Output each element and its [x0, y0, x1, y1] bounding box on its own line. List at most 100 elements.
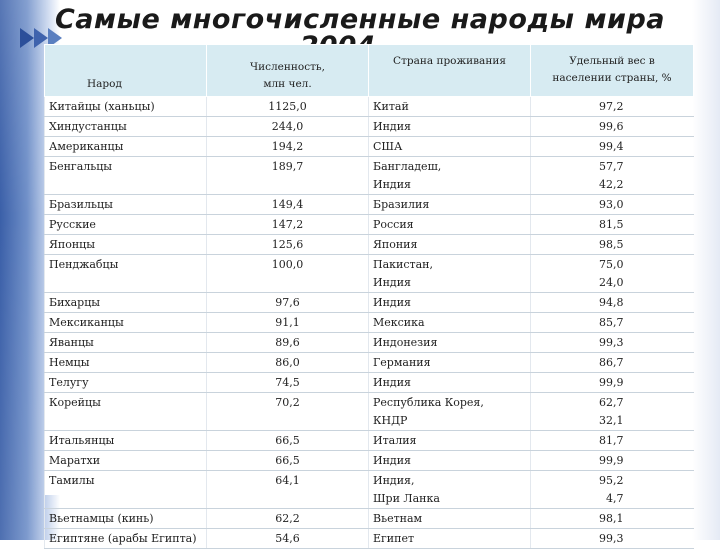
cell-country: Бангладеш, Индия — [368, 156, 531, 195]
cell-population: 89,6 — [206, 332, 369, 353]
cell-country: Индия — [368, 292, 531, 313]
cell-people: Хиндустанцы — [44, 116, 207, 137]
slide-title-year: 2004 — [300, 32, 410, 44]
cell-share: 95,2 4,7 — [530, 470, 694, 509]
cell-country: Китай — [368, 96, 531, 117]
cell-people: Тамилы — [44, 470, 207, 509]
peoples-table: Народ Численность, млн чел. Страна прожи… — [44, 44, 694, 549]
table-header-row: Народ Численность, млн чел. Страна прожи… — [44, 44, 694, 97]
table-row: Русские 147,2 Россия 81,5 — [44, 214, 694, 235]
table-row: Итальянцы 66,5 Италия 81,7 — [44, 430, 694, 451]
cell-country: Япония — [368, 234, 531, 255]
cell-country: Вьетнам — [368, 508, 531, 529]
table-row: Бенгальцы 189,7 Бангладеш, Индия 57,7 42,2 — [44, 156, 694, 195]
cell-population: 74,5 — [206, 372, 369, 393]
table-body: Китайцы (ханьцы) 1125,0 Китай 97,2 Хиндустан… — [44, 96, 694, 549]
cell-population: 62,2 — [206, 508, 369, 529]
cell-share: 62,7 32,1 — [530, 392, 694, 431]
cell-share: 94,8 — [530, 292, 694, 313]
cell-people: Телугу — [44, 372, 207, 393]
cell-share: 97,2 — [530, 96, 694, 117]
cell-share: 86,7 — [530, 352, 694, 373]
table-row: Немцы 86,0 Германия 86,7 — [44, 352, 694, 373]
cell-share: 99,9 — [530, 450, 694, 471]
table-row: Вьетнамцы (кинь) 62,2 Вьетнам 98,1 — [44, 508, 694, 529]
cell-population: 100,0 — [206, 254, 369, 293]
table-row: Яванцы 89,6 Индонезия 99,3 — [44, 332, 694, 353]
cell-people: Американцы — [44, 136, 207, 157]
cell-people: Мексиканцы — [44, 312, 207, 333]
cell-share: 75,0 24,0 — [530, 254, 694, 293]
cell-people: Пенджабцы — [44, 254, 207, 293]
cell-population: 189,7 — [206, 156, 369, 195]
header-share: Удельный вес в населении страны, % — [530, 44, 694, 97]
cell-share: 99,9 — [530, 372, 694, 393]
cell-country: Индонезия — [368, 332, 531, 353]
header-country: Страна проживания — [368, 44, 531, 97]
header-people: Народ — [44, 44, 207, 97]
peoples-table-container: Народ Численность, млн чел. Страна прожи… — [44, 44, 694, 549]
cell-country: Республика Корея, КНДР — [368, 392, 531, 431]
table-row: Бразильцы 149,4 Бразилия 93,0 — [44, 194, 694, 215]
table-row: Маратхи 66,5 Индия 99,9 — [44, 450, 694, 471]
cell-country: Германия — [368, 352, 531, 373]
cell-population: 54,6 — [206, 528, 369, 549]
arrow-triangle-icon — [20, 28, 34, 48]
cell-population: 1125,0 — [206, 96, 369, 117]
table-row: Телугу 74,5 Индия 99,9 — [44, 372, 694, 393]
cell-country: Индия — [368, 372, 531, 393]
cell-people: Маратхи — [44, 450, 207, 471]
table-row: Мексиканцы 91,1 Мексика 85,7 — [44, 312, 694, 333]
table-row: Хиндустанцы 244,0 Индия 99,6 — [44, 116, 694, 137]
cell-share: 98,5 — [530, 234, 694, 255]
cell-country: Индия — [368, 116, 531, 137]
cell-population: 244,0 — [206, 116, 369, 137]
cell-country: Египет — [368, 528, 531, 549]
table-row: Пенджабцы 100,0 Пакистан, Индия 75,0 24,0 — [44, 254, 694, 293]
cell-people: Немцы — [44, 352, 207, 373]
cell-share: 81,5 — [530, 214, 694, 235]
cell-people: Корейцы — [44, 392, 207, 431]
cell-population: 147,2 — [206, 214, 369, 235]
cell-share: 57,7 42,2 — [530, 156, 694, 195]
header-population: Численность, млн чел. — [206, 44, 369, 97]
cell-population: 97,6 — [206, 292, 369, 313]
cell-population: 66,5 — [206, 450, 369, 471]
table-row: Египтяне (арабы Египта) 54,6 Египет 99,3 — [44, 528, 694, 549]
cell-country: Индия — [368, 450, 531, 471]
cell-people: Бенгальцы — [44, 156, 207, 195]
cell-people: Яванцы — [44, 332, 207, 353]
right-decoration — [692, 0, 720, 540]
cell-country: США — [368, 136, 531, 157]
cell-country: Индия, Шри Ланка — [368, 470, 531, 509]
cell-share: 99,4 — [530, 136, 694, 157]
cell-country: Мексика — [368, 312, 531, 333]
cell-share: 99,3 — [530, 528, 694, 549]
table-row: Бихарцы 97,6 Индия 94,8 — [44, 292, 694, 313]
cell-country: Бразилия — [368, 194, 531, 215]
cell-share: 85,7 — [530, 312, 694, 333]
cell-share: 93,0 — [530, 194, 694, 215]
table-row: Китайцы (ханьцы) 1125,0 Китай 97,2 — [44, 96, 694, 117]
cell-country: Россия — [368, 214, 531, 235]
table-row: Тамилы 64,1 Индия, Шри Ланка 95,2 4,7 — [44, 470, 694, 509]
cell-people: Итальянцы — [44, 430, 207, 451]
cell-country: Пакистан, Индия — [368, 254, 531, 293]
cell-population: 66,5 — [206, 430, 369, 451]
cell-population: 64,1 — [206, 470, 369, 509]
cell-country: Италия — [368, 430, 531, 451]
cell-population: 125,6 — [206, 234, 369, 255]
table-row: Корейцы 70,2 Республика Корея, КНДР 62,7 32… — [44, 392, 694, 431]
table-row: Американцы 194,2 США 99,4 — [44, 136, 694, 157]
cell-people: Египтяне (арабы Египта) — [44, 528, 207, 549]
cell-people: Китайцы (ханьцы) — [44, 96, 207, 117]
cell-people: Японцы — [44, 234, 207, 255]
cell-people: Бихарцы — [44, 292, 207, 313]
cell-population: 149,4 — [206, 194, 369, 215]
cell-population: 91,1 — [206, 312, 369, 333]
cell-population: 194,2 — [206, 136, 369, 157]
arrow-triangle-icon — [48, 28, 62, 48]
cell-share: 98,1 — [530, 508, 694, 529]
cell-people: Бразильцы — [44, 194, 207, 215]
table-row: Японцы 125,6 Япония 98,5 — [44, 234, 694, 255]
